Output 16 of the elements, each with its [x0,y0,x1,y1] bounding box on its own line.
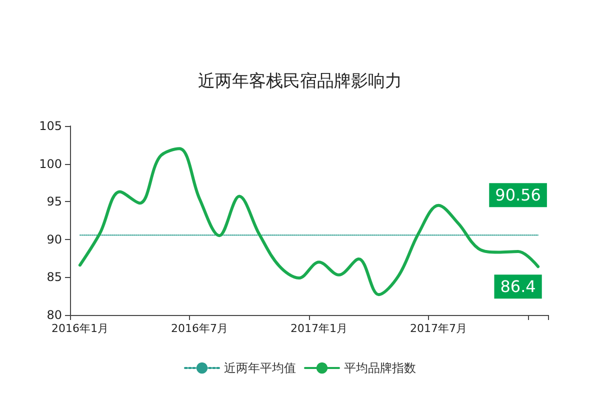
y-tick-label: 85 [46,270,62,284]
data-label: 86.4 [500,277,536,296]
x-tick-label: 2017年7月 [410,322,467,335]
x-tick-label: 2017年1月 [290,322,348,335]
x-tick-label: 2016年1月 [51,322,108,335]
data-label: 90.56 [495,186,541,205]
legend-label: 近两年平均值 [224,361,296,375]
y-tick-label: 105 [39,119,62,133]
y-tick-label: 95 [46,194,62,209]
line-series [78,147,540,296]
x-tick-label: 2016年7月 [170,322,228,335]
chart-title: 近两年客栈民宿品牌影响力 [198,72,402,92]
legend-label: 平均品牌指数 [344,361,416,375]
y-tick-label: 90 [46,232,62,246]
y-tick-label: 80 [46,308,62,322]
y-tick-label: 100 [39,156,62,171]
